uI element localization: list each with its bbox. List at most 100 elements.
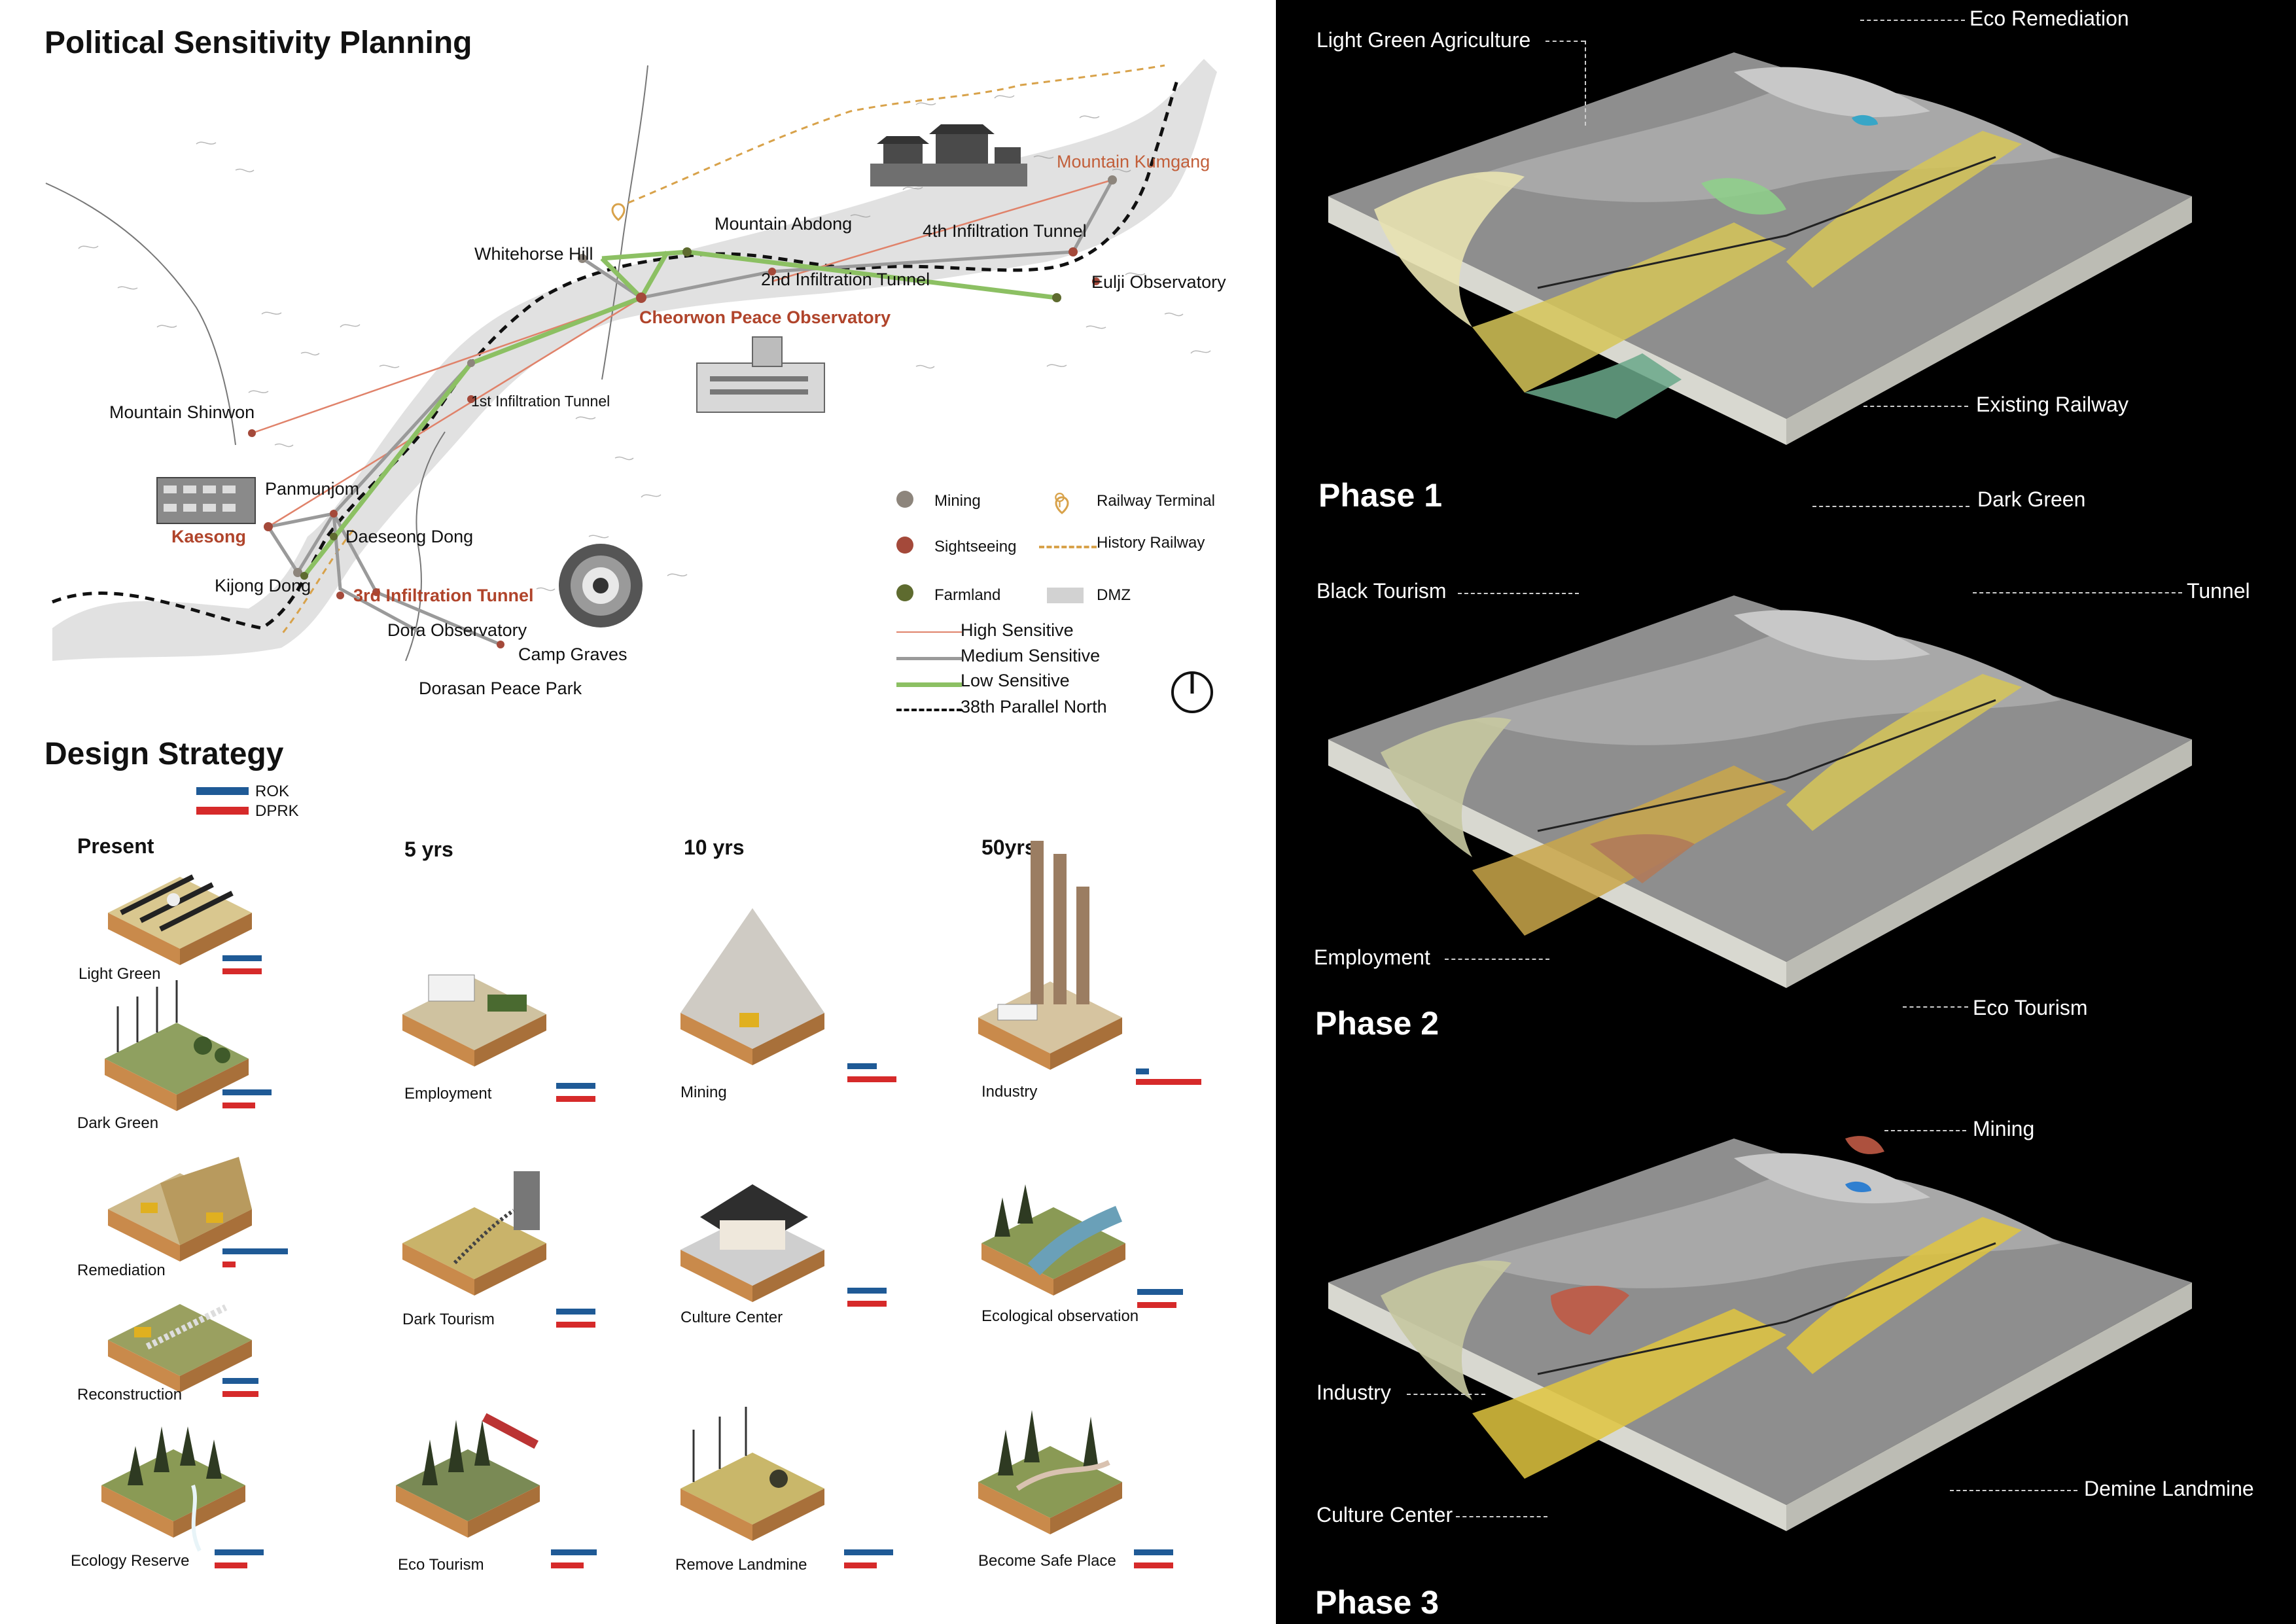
phase2-leader [1458,593,1579,594]
phases-panel: Light Green Agriculture Eco Remediation … [1276,0,2296,1624]
phase1-leader [1812,506,1969,507]
tile-dark-tourism-label: Dark Tourism [402,1311,495,1328]
dprk-swatch [196,807,249,815]
history-railway [627,64,1165,204]
tile-culture-center-art [680,1184,824,1302]
strategy-tiles-art [101,841,1125,1552]
tile-remove-landmine-label: Remove Landmine [675,1556,807,1574]
phase1-model [1328,52,2192,445]
legend-rok: ROK [255,783,290,800]
farmland-swatch [896,584,913,601]
sightseeing-swatch [896,537,913,554]
legend-mining: Mining [934,492,981,510]
label-cheorwon: Cheorwon Peace Observatory [639,308,891,327]
tile-become-safe-place-label: Become Safe Place [978,1552,1116,1570]
phase2-callout-tunnel: Tunnel [2187,579,2250,603]
phase2-callout-eco-tourism: Eco Tourism [1973,996,2088,1019]
phase2-callout-employment: Employment [1314,945,1430,969]
tile-dark-green-label: Dark Green [77,1114,159,1132]
phase3-leader [1950,1490,2077,1491]
label-shinwon: Mountain Shinwon [109,402,255,422]
label-mountain-kumgang: Mountain Kumgang [1057,152,1210,171]
phase2-title: Phase 2 [1315,1005,1439,1042]
tile-ecological-observation-art [981,1184,1125,1296]
tile-remediation-label: Remediation [77,1262,166,1279]
kumgang-gate-icon [870,124,1027,186]
phase3-leader [1407,1394,1485,1395]
rok-swatch [196,787,249,795]
legend-dprk: DPRK [255,802,299,820]
phase3-model [1328,1136,2192,1531]
label-kijong: Kijong Dong [215,576,311,595]
high-sensitive-swatch [896,631,962,633]
tile-mining-label: Mining [680,1084,727,1101]
sensitivity-map [45,59,1217,713]
legend-high: High Sensitive [961,620,1074,640]
label-daeseong: Daeseong Dong [345,527,474,546]
tile-become-safe-place-art [978,1410,1122,1534]
map-legend: Mining ⚲ Railway Terminal Sightseeing Hi… [896,489,1263,733]
dmz-band [52,59,1217,661]
label-panmunjom: Panmunjom [265,479,360,499]
label-dora: Dora Observatory [387,620,527,640]
phase3-callout-demine-landmine: Demine Landmine [2084,1477,2254,1500]
tile-employment-art [402,974,546,1067]
mining-nodes [293,175,1117,577]
left-panel: Political Sensitivity Planning [44,26,1263,1574]
river [45,183,236,446]
tile-industry-label: Industry [981,1083,1038,1101]
phase1-leader [1585,41,1586,126]
label-3rd-tunnel: 3rd Infiltration Tunnel [353,586,534,605]
label-eulji: Eulji Observatory [1091,272,1226,292]
legend-farmland: Farmland [934,586,1001,604]
tile-employment-label: Employment [404,1085,492,1103]
parallel-line [52,78,1180,630]
terrain-texture [78,95,1211,591]
label-1st-tunnel: 1st Infiltration Tunnel [471,393,610,410]
legend-railway-terminal: Railway Terminal [1097,492,1215,510]
column-10yrs: 10 yrs [684,836,745,859]
phase1-callout-light-green: Light Green Agriculture [1316,28,1531,52]
phase3-callout-culture-center: Culture Center [1316,1503,1453,1527]
phase3-leader [1456,1516,1547,1517]
column-present: Present [77,834,154,858]
legend-dmz: DMZ [1097,586,1131,604]
railway-terminal-icon: ⚲ [1053,489,1067,509]
legend-medium: Medium Sensitive [961,646,1101,665]
phase1-leader [1863,406,1968,407]
phase2-leader [1445,959,1549,960]
label-4th-tunnel: 4th Infiltration Tunnel [923,221,1087,241]
column-50yrs: 50yrs [981,836,1036,859]
tile-industry-art [978,841,1122,1070]
farmland-nodes [300,247,1061,580]
phase2-callout-black-tourism: Black Tourism [1316,579,1447,603]
low-sensitive-swatch [896,682,962,687]
label-dorasan: Dorasan Peace Park [419,679,582,698]
tile-remove-landmine-art [680,1407,824,1541]
north-compass-icon [1171,671,1213,713]
tile-ecology-reserve-art [101,1426,245,1552]
history-railway-swatch [1039,546,1097,548]
tile-reconstruction-label: Reconstruction [77,1386,183,1403]
planning-title: Political Sensitivity Planning [44,26,472,60]
phase1-callout-dark-green: Dark Green [1977,487,2086,511]
strategy-title: Design Strategy [44,737,284,771]
tunnel-photo-icon [559,544,643,627]
mining-swatch [896,491,913,508]
river [601,65,648,380]
legend-sightseeing: Sightseeing [934,538,1017,556]
phase-models-art [1328,52,2192,1531]
history-railway [280,529,355,635]
phase1-callout-existing-railway: Existing Railway [1976,393,2128,416]
legend-history-railway: History Railway [1097,534,1205,552]
tile-mining-art [680,908,824,1065]
medium-sensitive-swatch [896,657,962,660]
phase3-callout-industry: Industry [1316,1381,1391,1404]
cheorwon-building-icon [696,336,825,413]
tile-eco-tourism-art [396,1413,540,1538]
phase1-title: Phase 1 [1318,477,1443,514]
sightseeing-nodes [248,247,1100,648]
tile-dark-green-art [105,980,249,1111]
tile-ecology-reserve-label: Ecology Reserve [71,1552,190,1570]
label-kaesong: Kaesong [171,527,247,546]
